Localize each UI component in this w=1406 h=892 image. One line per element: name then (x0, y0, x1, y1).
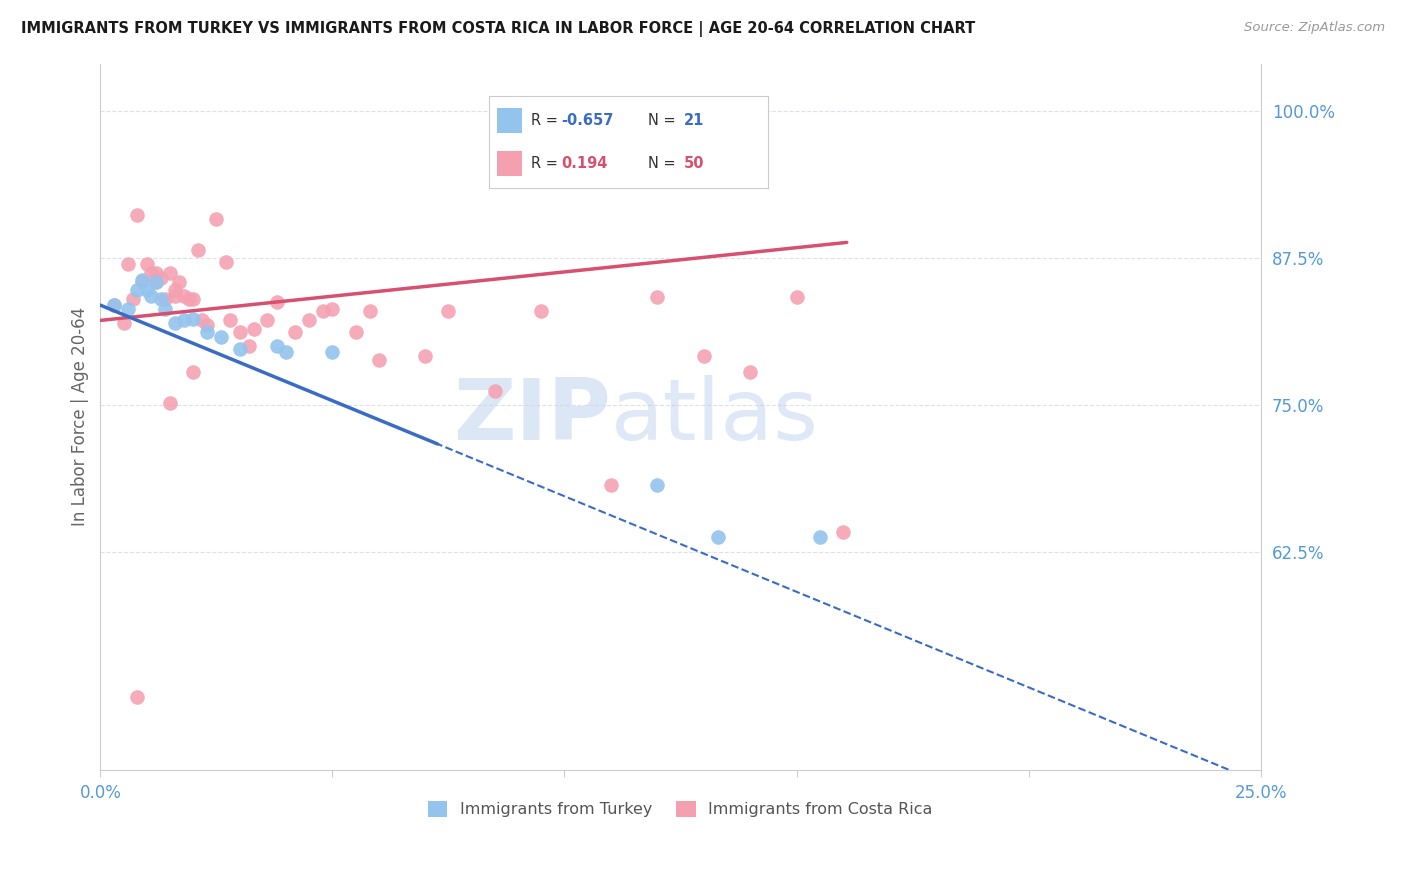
Point (312, 304, 335, 318)
Point (167, 275, 190, 289)
Text: ZIP: ZIP (453, 376, 610, 458)
Point (215, 254, 238, 268)
Point (530, 304, 553, 318)
Point (127, 690, 149, 704)
Point (228, 342, 250, 356)
Point (645, 290, 668, 304)
Point (163, 316, 186, 330)
Point (808, 530, 831, 544)
Point (135, 283, 157, 297)
Point (321, 301, 343, 316)
Point (145, 266, 167, 280)
Point (155, 301, 177, 316)
Point (344, 325, 367, 339)
Point (141, 289, 163, 303)
Point (103, 298, 125, 312)
Point (359, 304, 381, 318)
Point (367, 353, 389, 368)
Point (127, 283, 149, 297)
Point (599, 478, 621, 492)
Point (786, 290, 808, 304)
Point (117, 257, 139, 271)
Y-axis label: In Labor Force | Age 20-64: In Labor Force | Age 20-64 (72, 307, 89, 526)
Point (195, 325, 218, 339)
Point (645, 478, 668, 492)
Point (181, 292, 204, 306)
Point (238, 339, 260, 353)
Point (219, 313, 242, 327)
Point (103, 298, 125, 312)
Point (131, 275, 153, 289)
Point (321, 345, 343, 359)
Point (117, 301, 139, 316)
Point (112, 316, 135, 330)
Point (159, 396, 181, 410)
Point (242, 321, 264, 335)
Point (141, 266, 163, 280)
Text: IMMIGRANTS FROM TURKEY VS IMMIGRANTS FROM COSTA RICA IN LABOR FORCE | AGE 20-64 : IMMIGRANTS FROM TURKEY VS IMMIGRANTS FRO… (21, 21, 976, 37)
Point (155, 292, 177, 306)
Point (205, 212, 228, 227)
Legend: Immigrants from Turkey, Immigrants from Costa Rica: Immigrants from Turkey, Immigrants from … (420, 793, 941, 825)
Point (187, 243, 209, 257)
Point (484, 384, 506, 398)
Point (173, 313, 195, 327)
Point (228, 325, 250, 339)
Point (177, 292, 200, 306)
Point (149, 271, 172, 285)
Point (173, 289, 195, 303)
Point (181, 312, 204, 326)
Point (191, 313, 214, 327)
Point (163, 289, 186, 303)
Point (706, 530, 728, 544)
Point (163, 283, 186, 297)
Point (832, 525, 855, 540)
Text: Source: ZipAtlas.com: Source: ZipAtlas.com (1244, 21, 1385, 34)
Point (298, 313, 321, 327)
Point (266, 294, 288, 309)
Point (145, 275, 167, 289)
Point (127, 208, 149, 222)
Point (256, 313, 278, 327)
Point (266, 339, 288, 353)
Point (195, 318, 218, 332)
Point (209, 330, 232, 344)
Point (159, 266, 181, 280)
Point (693, 349, 716, 363)
Point (181, 365, 204, 379)
Point (135, 257, 157, 271)
Text: atlas: atlas (610, 376, 818, 458)
Point (145, 275, 167, 289)
Point (437, 304, 460, 318)
Point (740, 365, 762, 379)
Point (413, 349, 436, 363)
Point (121, 292, 143, 306)
Point (274, 345, 297, 359)
Point (131, 273, 153, 287)
Point (149, 292, 172, 306)
Point (284, 325, 307, 339)
